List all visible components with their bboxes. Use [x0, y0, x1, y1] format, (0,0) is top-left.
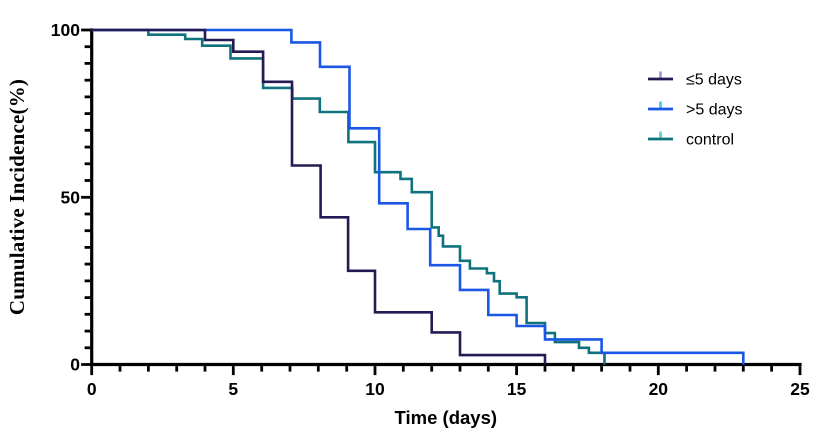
x-tick-label: 25: [790, 379, 810, 399]
x-tick-label: 5: [228, 379, 238, 399]
x-tick-label: 15: [507, 379, 527, 399]
y-tick-label: 50: [61, 187, 81, 207]
y-tick-label: 0: [70, 355, 80, 375]
x-axis-title: Time (days): [395, 407, 497, 428]
curve-control: [91, 28, 606, 365]
y-tick-label: 100: [51, 20, 80, 40]
axes: 0 5 10 15 20 25 0 50 100: [51, 20, 810, 399]
legend-item-control: control: [648, 131, 734, 149]
x-tick-label: 10: [365, 379, 385, 399]
legend-label-gt5days: >5 days: [686, 102, 742, 119]
y-axis-title: Cumulative Incidence(%): [5, 79, 29, 315]
curve-gt5days: [91, 28, 745, 365]
legend-item-gt5days: >5 days: [648, 101, 742, 119]
legend-label-le5days: ≤5 days: [686, 72, 742, 89]
legend-label-control: control: [686, 132, 734, 149]
curve-le5days: [91, 28, 547, 365]
survival-curves: [91, 28, 745, 365]
legend-item-le5days: ≤5 days: [648, 71, 742, 89]
legend: ≤5 days >5 days control: [648, 71, 742, 149]
x-tick-label: 0: [87, 379, 97, 399]
x-tick-label: 20: [649, 379, 669, 399]
